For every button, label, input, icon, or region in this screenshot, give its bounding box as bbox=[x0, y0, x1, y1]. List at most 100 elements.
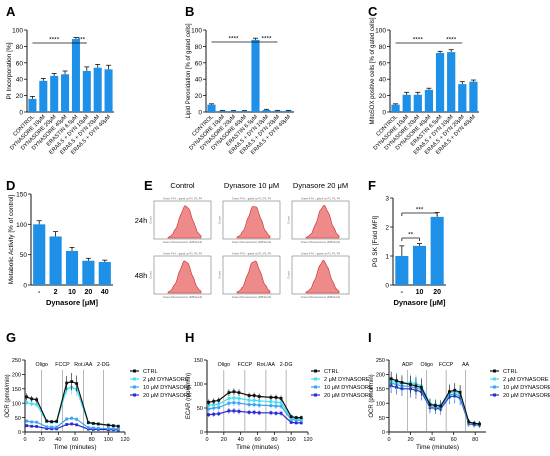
histogram-column-title: Dynasore 10 μM bbox=[224, 181, 279, 190]
bar bbox=[104, 69, 113, 112]
bar bbox=[82, 71, 91, 112]
data-point bbox=[106, 423, 110, 427]
significance-label: ** bbox=[408, 232, 414, 239]
data-point bbox=[269, 396, 273, 399]
y-axis-label: PG SK [Fold MFI] bbox=[372, 216, 379, 267]
legend-label: CTRL bbox=[503, 369, 518, 375]
x-axis-label: Time (minutes) bbox=[416, 444, 459, 451]
y-tick-label: 40 bbox=[16, 77, 24, 84]
x-tick-label: 20 bbox=[39, 437, 45, 443]
y-tick-label: 0 bbox=[385, 283, 389, 290]
injection-label: Rot./AA bbox=[74, 362, 93, 368]
bar bbox=[218, 110, 227, 112]
data-point bbox=[75, 417, 79, 421]
significance-label: **** bbox=[413, 37, 424, 44]
category-label: - bbox=[38, 289, 41, 296]
data-point bbox=[96, 422, 100, 426]
data-point bbox=[70, 416, 74, 420]
chart-panel-g: 0 50 100 150 200 250 0 20 40 60 80 100 120 Oligo FCCP R… bbox=[5, 358, 192, 451]
y-tick-label: 20 bbox=[379, 93, 387, 100]
legend-swatch-marker bbox=[133, 385, 136, 389]
data-point bbox=[433, 404, 437, 407]
data-point bbox=[30, 420, 34, 424]
data-point bbox=[428, 403, 432, 407]
histogram-y-label: Count bbox=[149, 216, 153, 224]
data-point bbox=[35, 402, 39, 406]
data-point bbox=[247, 394, 251, 397]
data-point bbox=[453, 388, 457, 392]
data-point bbox=[237, 397, 241, 400]
legend-swatch-marker bbox=[133, 393, 136, 397]
bar bbox=[424, 89, 434, 112]
y-tick-label: 80 bbox=[16, 44, 24, 51]
legend-swatch-marker bbox=[314, 385, 317, 389]
injection-label: 2-DG bbox=[280, 362, 293, 368]
histogram-column-title: Dynasore 20 μM bbox=[293, 181, 348, 190]
data-point bbox=[45, 427, 49, 430]
data-point bbox=[447, 390, 451, 394]
bar bbox=[402, 94, 411, 112]
data-point bbox=[55, 425, 59, 429]
x-tick-label: 120 bbox=[303, 437, 312, 443]
data-point bbox=[212, 399, 216, 403]
data-point bbox=[217, 412, 221, 416]
data-point bbox=[232, 409, 236, 413]
data-point bbox=[35, 420, 39, 424]
bar bbox=[82, 260, 95, 285]
x-axis-label: Dynasore [μM] bbox=[46, 298, 99, 307]
injection-label: ADP bbox=[402, 362, 413, 368]
category-label: 10 bbox=[416, 289, 424, 296]
y-tick-label: 50 bbox=[197, 406, 203, 412]
data-point bbox=[86, 427, 90, 431]
data-point bbox=[252, 394, 256, 397]
injection-label: Oligo bbox=[421, 362, 433, 368]
data-point bbox=[212, 406, 216, 410]
data-point bbox=[96, 426, 100, 430]
legend-label: 20 μM DYNASORE bbox=[143, 393, 192, 399]
category-label: 20 bbox=[85, 289, 93, 296]
histogram-column-title: Control bbox=[170, 181, 195, 190]
histogram-y-label: Count bbox=[218, 271, 222, 279]
histogram-peak bbox=[167, 205, 202, 239]
histogram-x-label: Green Fluorescence (488 Excit) bbox=[301, 295, 341, 299]
data-point bbox=[237, 391, 241, 395]
data-point bbox=[279, 401, 283, 405]
data-point bbox=[274, 400, 278, 404]
legend-label: 2 μM DYNASORE bbox=[503, 377, 549, 383]
x-tick-label: 0 bbox=[23, 437, 26, 443]
data-point bbox=[227, 397, 231, 400]
y-tick-label: 0 bbox=[382, 110, 386, 117]
y-tick-label: 250 bbox=[12, 358, 21, 364]
y-tick-label: 0 bbox=[200, 430, 203, 436]
x-tick-label: 60 bbox=[254, 437, 260, 443]
data-point bbox=[389, 377, 393, 381]
data-point bbox=[279, 397, 283, 400]
y-tick-label: 100 bbox=[12, 401, 21, 407]
x-tick-label: 100 bbox=[287, 437, 296, 443]
bar bbox=[251, 39, 260, 113]
legend-swatch-marker bbox=[133, 369, 136, 373]
data-point bbox=[299, 421, 303, 425]
data-point bbox=[247, 398, 251, 402]
histogram-header: Green PI-A :: gated on P2, P3, P4 bbox=[301, 252, 340, 256]
data-point bbox=[269, 404, 273, 407]
data-point bbox=[232, 401, 236, 405]
data-point bbox=[274, 404, 278, 408]
data-point bbox=[274, 411, 278, 415]
histogram-header: Green PI-A :: gated on P2, P3, P4 bbox=[232, 197, 271, 201]
legend-swatch-marker bbox=[314, 393, 317, 397]
y-axis-label: ECAR (mpH/min) bbox=[186, 373, 192, 419]
data-point bbox=[279, 404, 283, 408]
data-point bbox=[419, 385, 423, 389]
data-point bbox=[279, 411, 283, 415]
data-point bbox=[257, 395, 261, 398]
data-point bbox=[91, 426, 95, 430]
legend-label: 20 μM DYNASORE bbox=[324, 393, 373, 399]
data-point bbox=[70, 380, 74, 383]
data-point bbox=[237, 409, 241, 413]
x-tick-label: 20 bbox=[407, 437, 413, 443]
data-point bbox=[70, 422, 74, 426]
histogram-row-label: 48h bbox=[135, 271, 148, 280]
data-point bbox=[30, 397, 34, 401]
data-point bbox=[50, 427, 54, 431]
